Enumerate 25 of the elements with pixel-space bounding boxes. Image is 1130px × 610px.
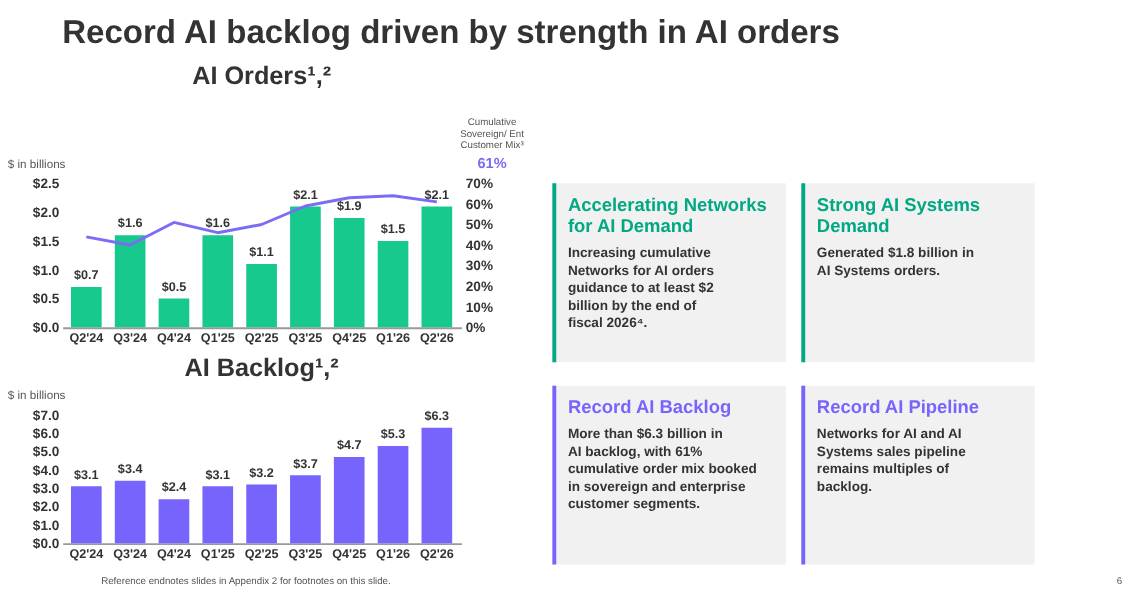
bar (158, 499, 190, 544)
text: Record AI backlog driven by strength in AI orders (62, 13, 840, 52)
chart-title: AI Orders¹,² (192, 62, 332, 91)
bar (246, 263, 277, 328)
bar (377, 240, 409, 328)
bar (114, 480, 146, 544)
bar (333, 456, 365, 544)
text: Record AI Pipeline (816, 396, 980, 417)
text: Strong AI Systems Demand (816, 194, 981, 236)
bar (158, 298, 190, 328)
bar (71, 286, 102, 328)
text: Record AI Backlog (567, 396, 732, 417)
bar (290, 206, 321, 328)
bar (421, 206, 453, 328)
bar (202, 486, 234, 544)
bar (114, 235, 146, 328)
bar (290, 475, 321, 544)
bar (377, 445, 409, 544)
bar (71, 486, 102, 544)
bar (246, 484, 277, 544)
bar (333, 217, 365, 328)
bar (202, 235, 234, 328)
bar (421, 427, 453, 544)
text: Accelerating Networks for AI Demand (567, 194, 767, 236)
chart-title: AI Backlog¹,² (184, 353, 339, 382)
